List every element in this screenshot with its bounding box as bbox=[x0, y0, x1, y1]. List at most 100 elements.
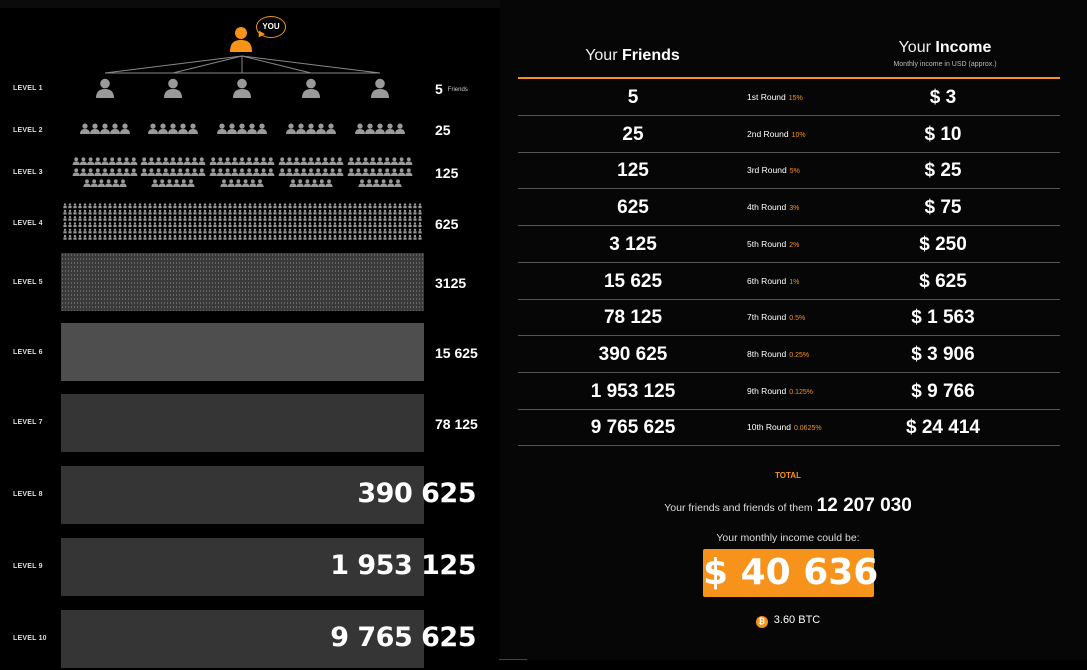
person-icon bbox=[365, 179, 373, 187]
person-icon bbox=[169, 168, 177, 176]
level-8-people bbox=[61, 466, 424, 524]
person-icon bbox=[187, 179, 195, 187]
person-icon bbox=[300, 168, 308, 176]
person-icon bbox=[252, 168, 260, 176]
level-6-people bbox=[61, 323, 424, 381]
level-label: LEVEL 5 bbox=[13, 279, 43, 286]
person-icon bbox=[390, 157, 398, 165]
person-icon bbox=[376, 157, 384, 165]
person-icon bbox=[94, 168, 102, 176]
person-icon bbox=[169, 157, 177, 165]
person-icon bbox=[147, 168, 155, 176]
row-friends: 9 765 625 bbox=[590, 417, 676, 439]
person-icon bbox=[87, 157, 95, 165]
header-divider bbox=[518, 77, 1060, 79]
person-icon bbox=[303, 179, 311, 187]
person-icon bbox=[289, 179, 297, 187]
person-icon bbox=[176, 168, 184, 176]
level-label: LEVEL 8 bbox=[13, 491, 43, 498]
row-income: $ 625 bbox=[919, 270, 967, 292]
person-icon bbox=[180, 179, 188, 187]
person-icon bbox=[123, 168, 131, 176]
person-icon bbox=[387, 179, 395, 187]
row-round: 8th Round 0.25% bbox=[747, 349, 809, 359]
person-icon bbox=[238, 157, 246, 165]
person-icon bbox=[383, 168, 391, 176]
friends-total: Your friends and friends of them 12 207 0… bbox=[560, 495, 1016, 517]
person-icon bbox=[224, 168, 232, 176]
person-icon bbox=[300, 157, 308, 165]
person-icon bbox=[306, 123, 316, 134]
row-friends: 625 bbox=[617, 197, 649, 219]
person-icon bbox=[285, 157, 293, 165]
person-icon bbox=[79, 168, 87, 176]
person-icon bbox=[147, 157, 155, 165]
person-icon bbox=[362, 168, 370, 176]
person-icon bbox=[286, 123, 296, 134]
row-round-label: 2nd Round bbox=[747, 128, 789, 139]
person-icon bbox=[162, 157, 170, 165]
person-icon bbox=[296, 123, 306, 134]
friends-total-value: 12 207 030 bbox=[816, 495, 912, 516]
person-icon bbox=[252, 157, 260, 165]
level-count-suffix: Friends bbox=[447, 87, 468, 93]
person-icon bbox=[108, 168, 116, 176]
total-label: TOTAL bbox=[775, 471, 801, 480]
row-friends: 15 625 bbox=[603, 270, 663, 292]
person-icon bbox=[375, 123, 385, 134]
person-icon bbox=[217, 123, 227, 134]
income-table-row: 9 765 625 10th Round 0.0625% $ 24 414 bbox=[518, 409, 1060, 447]
person-icon bbox=[256, 179, 264, 187]
person-icon bbox=[358, 179, 366, 187]
person-icon bbox=[247, 123, 257, 134]
person-icon bbox=[97, 179, 105, 187]
level-label: LEVEL 10 bbox=[13, 635, 47, 642]
person-icon bbox=[293, 157, 301, 165]
person-icon bbox=[314, 168, 322, 176]
person-icon bbox=[90, 179, 98, 187]
person-icon bbox=[376, 168, 384, 176]
person-icon bbox=[191, 168, 199, 176]
person-icon bbox=[365, 123, 375, 134]
row-round-percent: 0.125% bbox=[789, 388, 813, 396]
row-round-percent: 5% bbox=[789, 168, 800, 176]
row-round-label: 8th Round bbox=[747, 348, 787, 359]
person-icon bbox=[101, 168, 109, 176]
person-icon bbox=[80, 123, 90, 134]
row-friends: 1 953 125 bbox=[590, 380, 676, 402]
row-income: $ 9 766 bbox=[911, 380, 975, 402]
row-round-label: 4th Round bbox=[747, 202, 787, 213]
person-icon bbox=[123, 157, 131, 165]
row-round: 10th Round 0.0625% bbox=[747, 422, 822, 432]
person-icon bbox=[96, 78, 114, 98]
person-icon bbox=[362, 157, 370, 165]
row-round: 5th Round 2% bbox=[747, 239, 799, 249]
income-table-row: 5 1st Round 15% $ 3 bbox=[518, 79, 1060, 116]
level-7-people bbox=[61, 394, 424, 452]
person-icon bbox=[140, 157, 148, 165]
person-icon bbox=[79, 157, 87, 165]
person-icon bbox=[231, 168, 239, 176]
person-icon bbox=[385, 123, 395, 134]
person-icon bbox=[278, 168, 286, 176]
person-icon bbox=[405, 168, 413, 176]
person-icon bbox=[105, 179, 113, 187]
person-icon bbox=[245, 168, 253, 176]
income-table-row: 25 2nd Round 10% $ 10 bbox=[518, 116, 1060, 153]
row-round-percent: 10% bbox=[791, 131, 806, 139]
person-icon bbox=[90, 123, 100, 134]
person-icon bbox=[237, 123, 247, 134]
person-icon bbox=[314, 157, 322, 165]
person-icon bbox=[188, 123, 198, 134]
row-friends: 3 125 bbox=[609, 233, 657, 255]
row-income: $ 25 bbox=[924, 160, 962, 182]
person-icon bbox=[183, 168, 191, 176]
person-icon bbox=[380, 179, 388, 187]
row-round-label: 9th Round bbox=[747, 385, 787, 396]
row-round: 9th Round 0.125% bbox=[747, 386, 813, 396]
person-icon bbox=[267, 157, 275, 165]
person-icon bbox=[354, 168, 362, 176]
person-icon bbox=[209, 157, 217, 165]
level-count: 25 bbox=[435, 122, 451, 138]
income-header-subtitle: Monthly income in USD (approx.) bbox=[893, 61, 997, 68]
